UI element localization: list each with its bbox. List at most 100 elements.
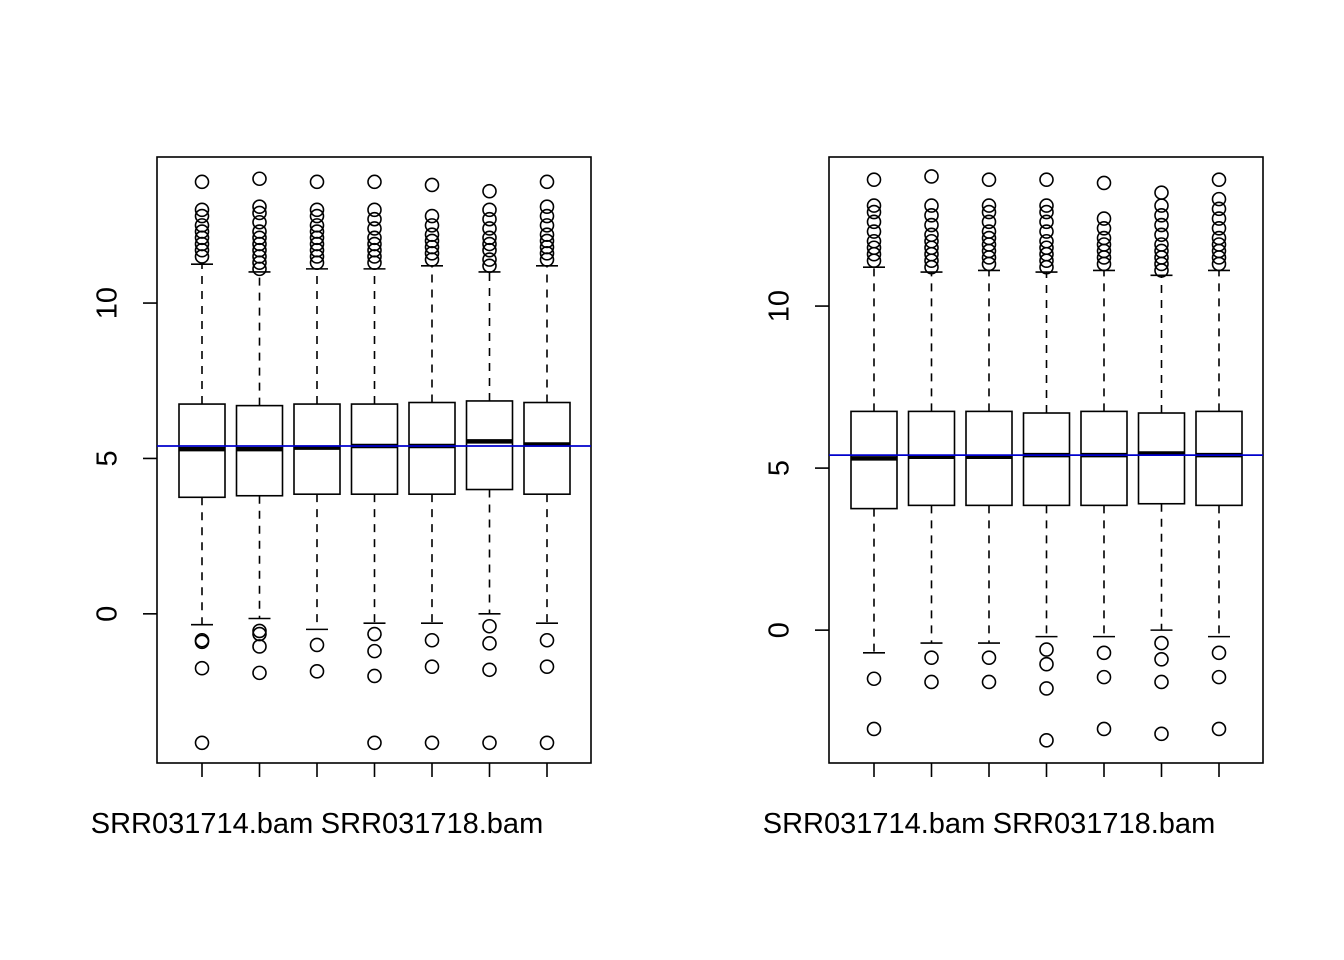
y-tick-label: 0 <box>764 622 796 638</box>
box-3 <box>293 174 341 777</box>
x-tick-label: SRR031714.bam <box>91 808 313 840</box>
outlier-point <box>539 218 555 233</box>
iqr-box <box>350 403 399 495</box>
outlier-point <box>482 735 497 751</box>
box-7 <box>523 174 571 777</box>
outlier-point <box>367 211 382 227</box>
outlier-point <box>1039 172 1054 187</box>
outlier-point <box>981 172 997 187</box>
outlier-point <box>1154 726 1169 742</box>
outlier-point <box>367 735 382 751</box>
outlier-point <box>424 218 440 233</box>
outlier-point <box>1211 220 1227 236</box>
outlier-point <box>866 671 882 687</box>
outlier-point <box>1096 669 1112 685</box>
outlier-point <box>924 233 939 249</box>
outlier-point <box>924 198 939 213</box>
outlier-point <box>1096 211 1112 226</box>
outlier-point <box>1154 217 1169 233</box>
outlier-point <box>309 224 325 239</box>
outlier-point <box>309 637 325 653</box>
outlier-point <box>1096 237 1112 252</box>
outlier-point <box>1154 243 1169 259</box>
outlier-point <box>866 214 882 230</box>
outlier-point <box>1154 674 1169 690</box>
box-7 <box>1195 172 1243 777</box>
outlier-point <box>252 205 267 221</box>
y-tick-label: 10 <box>92 287 124 319</box>
outlier-point <box>309 208 325 224</box>
outlier-point <box>194 634 210 650</box>
outlier-point <box>194 218 210 233</box>
outlier-point <box>866 198 882 213</box>
outlier-point <box>539 233 555 249</box>
outlier-point <box>194 174 210 190</box>
outlier-point <box>252 639 267 654</box>
outlier-point <box>1154 237 1169 252</box>
outlier-point <box>367 230 382 246</box>
outlier-point <box>252 171 267 187</box>
outlier-point <box>424 233 440 249</box>
outlier-point <box>482 236 497 252</box>
outlier-point <box>482 636 497 651</box>
iqr-box <box>1080 410 1128 507</box>
outlier-point <box>1211 230 1227 246</box>
outlier-point <box>1096 175 1112 191</box>
outlier-point <box>539 174 555 190</box>
outlier-point <box>1211 201 1227 217</box>
outlier-point <box>1154 185 1169 200</box>
outlier-point <box>1039 681 1054 696</box>
y-tick-label: 10 <box>764 290 796 322</box>
outlier-point <box>924 227 939 243</box>
outlier-point <box>194 660 210 676</box>
outlier-point <box>252 199 267 215</box>
iqr-box <box>1022 412 1071 507</box>
y-tick-label: 5 <box>92 450 124 466</box>
outlier-point <box>194 202 210 218</box>
outlier-point <box>924 650 939 665</box>
box-6 <box>1137 185 1186 777</box>
outlier-point <box>539 227 555 242</box>
outlier-point <box>309 174 325 190</box>
outlier-point <box>424 227 440 242</box>
y-tick-label: 0 <box>92 606 124 622</box>
outlier-point <box>482 221 497 236</box>
outlier-point <box>367 626 382 642</box>
outlier-point <box>252 623 267 639</box>
outlier-point <box>482 202 497 218</box>
outlier-point <box>981 204 997 220</box>
outlier-point <box>866 721 882 737</box>
outlier-point <box>252 626 267 642</box>
outlier-point <box>1039 733 1054 748</box>
outlier-point <box>367 202 382 218</box>
box-1: SRR031714.bam <box>91 174 313 840</box>
iqr-box <box>523 401 571 495</box>
outlier-point <box>252 230 267 246</box>
y-tick-label: 5 <box>764 460 796 476</box>
outlier-point <box>866 204 882 220</box>
left-boxplot-panel: 0 5 10 SRR031714.bam SRR031718.bam <box>91 156 592 840</box>
outlier-point <box>252 224 267 239</box>
outlier-point <box>482 252 497 267</box>
outlier-point <box>367 236 382 252</box>
outlier-point <box>1154 198 1169 213</box>
x-tick-label: SRR031718.bam <box>993 808 1215 840</box>
outlier-point <box>367 174 382 190</box>
box-2 <box>235 171 284 777</box>
outlier-point <box>424 177 440 193</box>
outlier-point <box>981 230 997 246</box>
outlier-point <box>1211 645 1227 661</box>
outlier-point <box>1039 198 1054 213</box>
outlier-point <box>194 224 210 239</box>
outlier-point <box>1096 645 1112 661</box>
outlier-point <box>424 735 440 751</box>
outlier-point <box>482 662 497 678</box>
outlier-point <box>1039 642 1054 657</box>
outlier-point <box>309 218 325 233</box>
outlier-point <box>1154 208 1169 223</box>
outlier-point <box>539 735 555 751</box>
box-2 <box>907 169 956 777</box>
box-4 <box>350 174 399 777</box>
outlier-point <box>981 224 997 239</box>
right-boxplot-panel: 0 5 10 SRR031714.bam SRR031718.bam <box>763 156 1264 840</box>
